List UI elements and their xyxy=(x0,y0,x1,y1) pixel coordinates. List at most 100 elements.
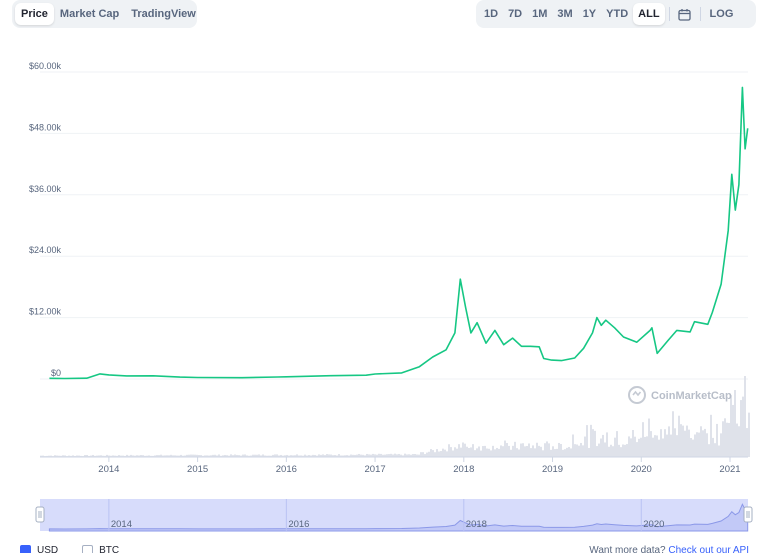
volume-bar xyxy=(100,455,102,457)
navigator-right-handle[interactable] xyxy=(743,506,753,523)
range-all[interactable]: ALL xyxy=(633,3,665,25)
volume-bar xyxy=(310,455,312,457)
volume-bar xyxy=(248,455,250,457)
range-navigator[interactable]: 2014 2016 2018 2020 xyxy=(35,499,753,532)
range-1y[interactable]: 1Y xyxy=(582,8,597,20)
volume-bar xyxy=(412,454,414,457)
y-tick-label: $36.00k xyxy=(29,184,62,194)
volume-bar xyxy=(252,454,254,457)
volume-bar xyxy=(262,454,264,457)
volume-bar xyxy=(132,455,134,457)
volume-bar xyxy=(676,435,678,457)
volume-bar xyxy=(748,412,750,457)
volume-bar xyxy=(150,455,152,457)
volume-bar xyxy=(548,443,550,457)
volume-bar xyxy=(130,454,132,457)
volume-bar xyxy=(668,426,670,457)
volume-bar xyxy=(506,443,508,457)
volume-bar xyxy=(188,454,190,457)
volume-bar xyxy=(584,436,586,457)
volume-bar xyxy=(192,454,194,457)
volume-bar xyxy=(708,444,710,457)
volume-bar xyxy=(576,444,578,457)
legend-btc[interactable]: BTC xyxy=(82,545,119,553)
volume-bar xyxy=(434,452,436,457)
log-scale-toggle[interactable]: LOG xyxy=(709,8,734,20)
volume-bar xyxy=(534,448,536,457)
range-7d[interactable]: 7D xyxy=(508,8,523,20)
volume-bar xyxy=(224,454,226,457)
checkbox-checked-icon[interactable] xyxy=(20,545,31,553)
volume-bar xyxy=(692,439,694,457)
volume-bar xyxy=(400,454,402,457)
volume-bar xyxy=(712,437,714,457)
volume-bar xyxy=(478,446,480,457)
tab-tradingview[interactable]: TradingView xyxy=(131,8,196,20)
volume-bar xyxy=(94,455,96,457)
tab-market-cap[interactable]: Market Cap xyxy=(59,8,120,20)
volume-bar xyxy=(512,445,514,457)
api-link[interactable]: Check out our API xyxy=(668,545,749,553)
y-tick-label: $24.00k xyxy=(29,245,62,255)
volume-bar xyxy=(588,447,590,457)
volume-bar xyxy=(108,455,110,457)
volume-bar xyxy=(556,448,558,457)
volume-bar xyxy=(702,430,704,457)
volume-bar xyxy=(304,454,306,457)
volume-bar xyxy=(366,453,368,457)
volume-bar xyxy=(716,423,718,457)
volume-bar xyxy=(122,455,124,457)
price-line xyxy=(49,86,749,380)
range-ytd[interactable]: YTD xyxy=(606,8,629,20)
volume-bar xyxy=(552,446,554,457)
x-tick-label: 2018 xyxy=(453,464,474,475)
volume-bar xyxy=(558,442,560,457)
volume-bar xyxy=(522,443,524,457)
volume-bar xyxy=(276,454,278,457)
volume-bar xyxy=(474,450,476,457)
volume-bar xyxy=(542,450,544,457)
volume-bar xyxy=(594,430,596,457)
volume-bar xyxy=(672,411,674,457)
checkbox-unchecked-icon[interactable] xyxy=(82,545,94,553)
volume-bar xyxy=(344,455,346,457)
volume-bar xyxy=(98,455,100,457)
volume-bar xyxy=(338,454,340,457)
volume-bar xyxy=(124,455,126,457)
volume-bar xyxy=(550,449,552,457)
tab-price[interactable]: Price xyxy=(15,3,54,25)
volume-bar xyxy=(498,448,500,457)
volume-bar xyxy=(652,437,654,457)
calendar-icon[interactable] xyxy=(674,3,696,25)
volume-bar xyxy=(160,454,162,457)
volume-bar xyxy=(210,455,212,457)
navigator-series xyxy=(48,503,749,532)
volume-bar xyxy=(152,455,154,457)
volume-bar xyxy=(518,449,520,457)
volume-bar xyxy=(446,451,448,457)
volume-bar xyxy=(268,455,270,457)
volume-bar xyxy=(208,455,210,457)
volume-bar xyxy=(388,454,390,457)
volume-bar xyxy=(720,433,722,457)
range-3m[interactable]: 3M xyxy=(557,8,573,20)
legend-usd[interactable]: USD xyxy=(20,545,58,553)
navigator-left-handle[interactable] xyxy=(35,506,45,523)
volume-bar xyxy=(326,454,328,457)
volume-bar xyxy=(258,454,260,457)
volume-bar xyxy=(710,414,712,457)
volume-bar xyxy=(302,455,304,457)
volume-bar xyxy=(300,455,302,457)
volume-bar xyxy=(318,454,320,457)
volume-bar xyxy=(746,428,748,457)
x-axis: 2014 2015 2016 2017 2018 2019 2020 2021 xyxy=(98,457,741,475)
legend-btc-label: BTC xyxy=(99,545,120,553)
volume-bar xyxy=(236,454,238,457)
range-1d[interactable]: 1D xyxy=(484,8,499,20)
grid-lines xyxy=(40,71,748,380)
volume-bar xyxy=(630,438,632,457)
volume-bar xyxy=(356,454,358,457)
volume-bar xyxy=(146,455,148,457)
range-1m[interactable]: 1M xyxy=(532,8,548,20)
volume-bar xyxy=(270,455,272,457)
